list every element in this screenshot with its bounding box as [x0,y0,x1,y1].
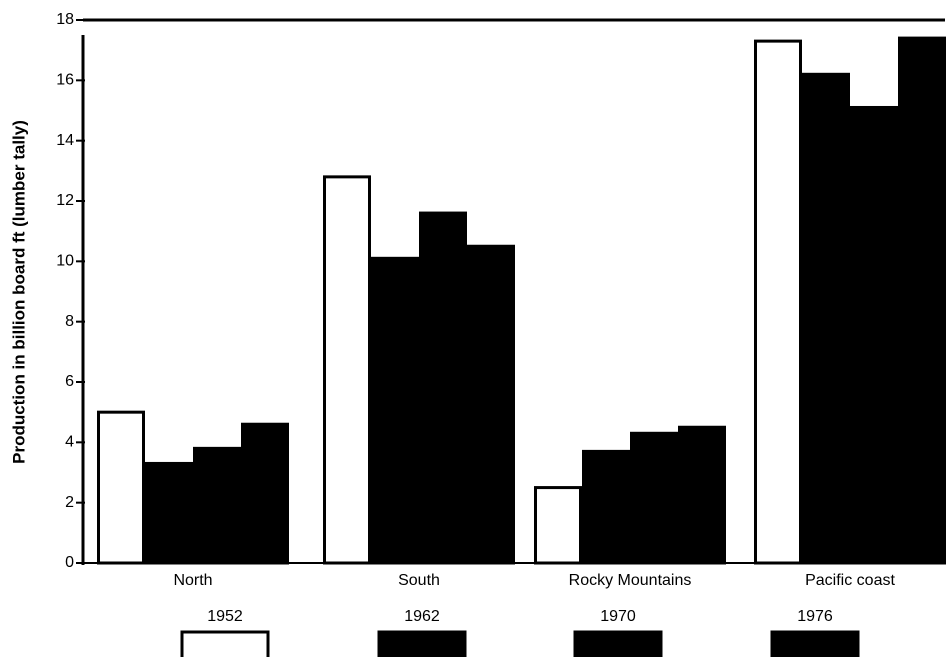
bar [145,461,193,565]
bar [582,449,630,565]
bar [630,431,678,565]
y-tick-label: 6 [65,373,74,390]
y-tick-label: 12 [56,192,74,209]
bar [323,175,371,565]
legend-label: 1970 [600,608,636,625]
bar [678,425,726,565]
bar [754,39,802,565]
legend-label: 1962 [404,608,440,625]
legend-label: 1952 [207,608,243,625]
bar [241,422,289,565]
y-tick-label: 2 [65,494,74,511]
bar [419,211,467,565]
bar [193,446,241,565]
y-tick-label: 4 [65,434,74,451]
y-tick-label: 8 [65,313,74,330]
bar [97,410,145,565]
y-tick-label: 14 [56,132,74,149]
legend-label: 1976 [797,608,833,625]
bar [371,256,419,565]
y-tick-label: 16 [56,72,74,89]
bar [898,36,946,565]
x-tick-label: South [398,572,440,589]
legend-swatch [377,630,467,657]
y-tick-label: 0 [65,554,74,571]
y-axis-label: Production in billion board ft (lumber t… [9,120,28,464]
x-tick-label: Pacific coast [805,572,895,589]
legend-swatch [770,630,860,657]
bar [534,486,582,565]
bar [850,105,898,565]
y-tick-label: 10 [56,253,74,270]
y-tick-label: 18 [56,11,74,28]
x-tick-label: Rocky Mountains [569,572,692,589]
legend-swatch [573,630,663,657]
bar [802,72,850,565]
legend-swatch [180,630,270,657]
x-tick-label: North [173,572,212,589]
bar [467,244,515,565]
